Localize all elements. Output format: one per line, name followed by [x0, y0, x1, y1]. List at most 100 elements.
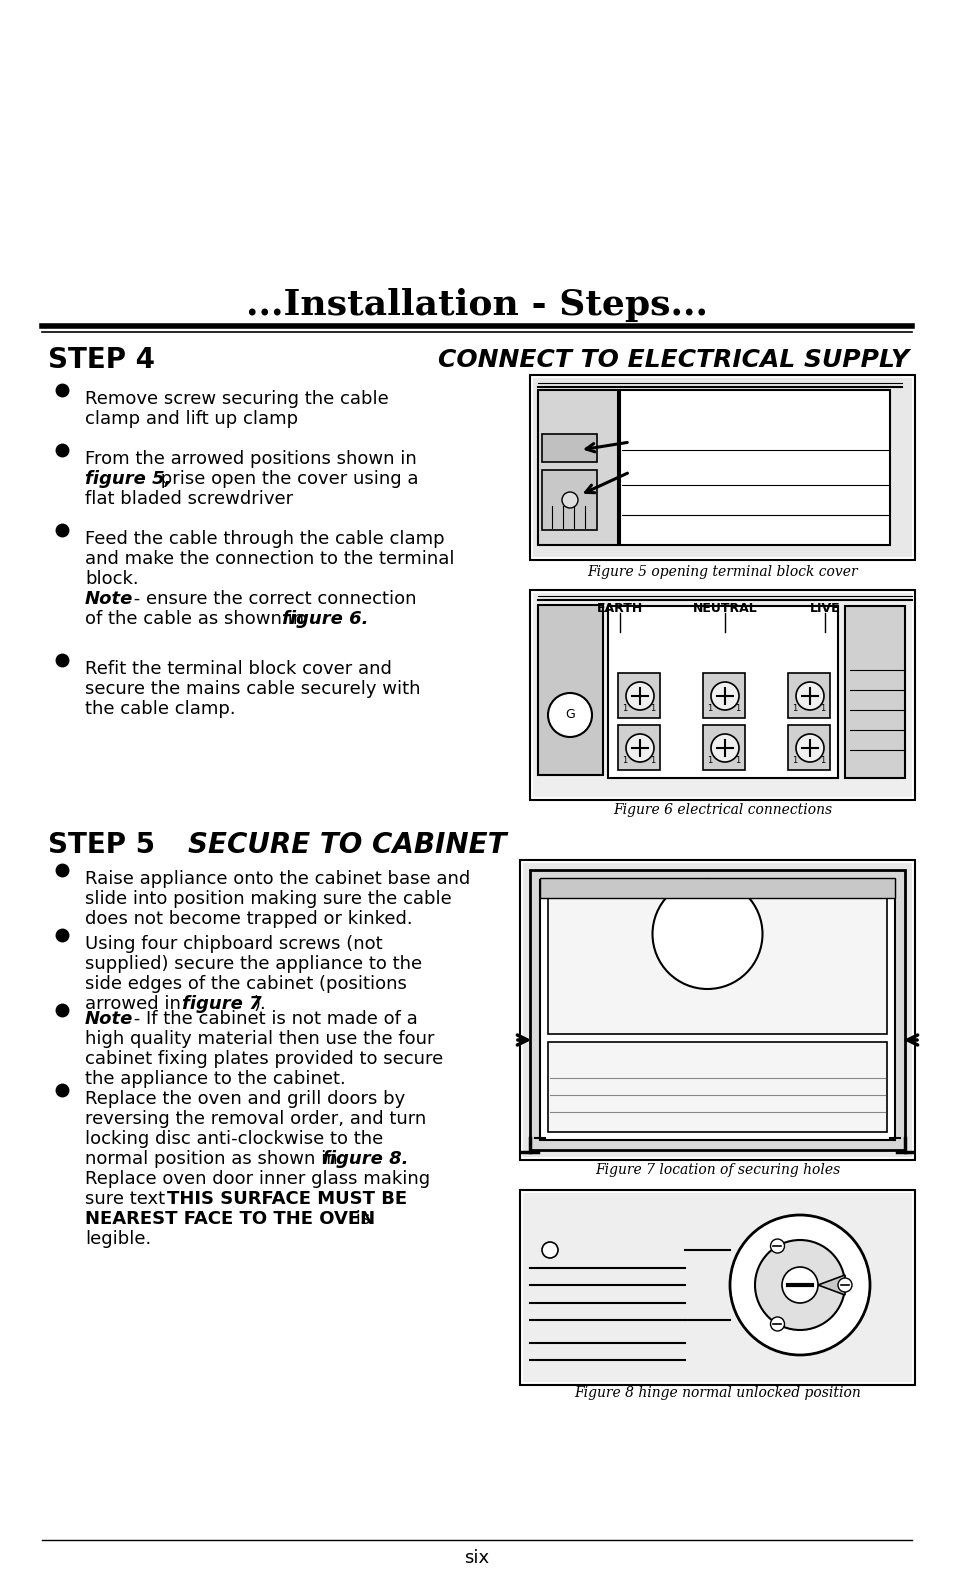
Circle shape: [652, 879, 761, 989]
Text: arrowed in: arrowed in: [85, 995, 187, 1012]
Circle shape: [710, 734, 739, 762]
Text: 1: 1: [706, 704, 712, 714]
Circle shape: [770, 1239, 783, 1253]
Text: secure the mains cable securely with: secure the mains cable securely with: [85, 681, 420, 698]
Text: high quality material then use the four: high quality material then use the four: [85, 1030, 434, 1049]
Text: From the arrowed positions shown in: From the arrowed positions shown in: [85, 450, 416, 468]
Circle shape: [837, 1278, 851, 1292]
Text: legible.: legible.: [85, 1229, 152, 1248]
Text: 1: 1: [820, 756, 824, 766]
Text: side edges of the cabinet (positions: side edges of the cabinet (positions: [85, 975, 406, 994]
Text: ).: ).: [253, 995, 267, 1012]
Text: Refit the terminal block cover and: Refit the terminal block cover and: [85, 660, 392, 678]
Text: six: six: [464, 1548, 489, 1567]
Bar: [607, 605, 837, 778]
Bar: [539, 880, 894, 1140]
Bar: [530, 376, 914, 560]
Text: - ensure the correct connection: - ensure the correct connection: [128, 590, 416, 608]
Text: 1: 1: [706, 756, 712, 766]
Text: Figure 8 hinge normal unlocked position: Figure 8 hinge normal unlocked position: [574, 1387, 860, 1401]
Text: STEP 4: STEP 4: [48, 346, 154, 374]
Bar: [618, 725, 659, 770]
Circle shape: [710, 682, 739, 711]
Bar: [537, 605, 602, 775]
Text: figure 5,: figure 5,: [85, 470, 172, 487]
Bar: [618, 673, 659, 718]
Text: Using four chipboard screws (not: Using four chipboard screws (not: [85, 935, 382, 953]
Bar: [519, 1190, 914, 1385]
Bar: [547, 890, 886, 1034]
Text: 1: 1: [791, 756, 797, 766]
Circle shape: [625, 682, 654, 711]
Text: Raise appliance onto the cabinet base and: Raise appliance onto the cabinet base an…: [85, 869, 470, 888]
Text: prise open the cover using a: prise open the cover using a: [154, 470, 418, 487]
Text: 1: 1: [621, 756, 626, 766]
Text: 1: 1: [649, 756, 655, 766]
Text: - If the cabinet is not made of a: - If the cabinet is not made of a: [128, 1009, 417, 1028]
Circle shape: [729, 1215, 869, 1355]
Text: figure 6.: figure 6.: [282, 610, 368, 627]
Circle shape: [795, 734, 823, 762]
Text: does not become trapped or kinked.: does not become trapped or kinked.: [85, 910, 413, 927]
Bar: [787, 725, 829, 770]
Text: 1: 1: [791, 704, 797, 714]
Text: 1: 1: [734, 704, 740, 714]
Text: 1: 1: [820, 704, 824, 714]
Circle shape: [795, 682, 823, 711]
Bar: [530, 590, 914, 800]
Text: locking disc anti-clockwise to the: locking disc anti-clockwise to the: [85, 1130, 383, 1148]
Bar: [533, 377, 911, 556]
Text: of the cable as shown in: of the cable as shown in: [85, 610, 310, 627]
Text: figure 7: figure 7: [182, 995, 261, 1012]
Text: Feed the cable through the cable clamp: Feed the cable through the cable clamp: [85, 530, 444, 549]
Bar: [541, 470, 597, 530]
Bar: [537, 390, 618, 545]
Bar: [547, 1042, 886, 1132]
Text: STEP 5: STEP 5: [48, 832, 155, 858]
Text: SECURE TO CABINET: SECURE TO CABINET: [188, 832, 506, 858]
Bar: [619, 390, 889, 545]
Text: G: G: [564, 709, 575, 722]
Text: sure text: sure text: [85, 1190, 171, 1207]
Bar: [533, 593, 911, 797]
Text: supplied) secure the appliance to the: supplied) secure the appliance to the: [85, 956, 421, 973]
Bar: [519, 860, 914, 1160]
Text: cabinet fixing plates provided to secure: cabinet fixing plates provided to secure: [85, 1050, 443, 1067]
Text: slide into position making sure the cable: slide into position making sure the cabl…: [85, 890, 452, 909]
Text: block.: block.: [85, 571, 138, 588]
Circle shape: [781, 1267, 817, 1303]
Text: the cable clamp.: the cable clamp.: [85, 700, 235, 718]
Text: 1: 1: [621, 704, 626, 714]
Bar: [522, 863, 911, 1157]
Circle shape: [754, 1240, 844, 1330]
Text: NEUTRAL: NEUTRAL: [692, 602, 757, 615]
Bar: [844, 605, 904, 778]
Text: normal position as shown in: normal position as shown in: [85, 1151, 343, 1168]
Text: ...Installation - Steps...: ...Installation - Steps...: [246, 288, 707, 322]
Text: figure 8.: figure 8.: [322, 1151, 408, 1168]
Text: reversing the removal order, and turn: reversing the removal order, and turn: [85, 1110, 426, 1129]
Text: and make the connection to the terminal: and make the connection to the terminal: [85, 550, 454, 567]
Text: 1: 1: [649, 704, 655, 714]
Text: Figure 7 location of securing holes: Figure 7 location of securing holes: [595, 1163, 840, 1177]
Bar: [530, 869, 904, 1151]
Text: Replace the oven and grill doors by: Replace the oven and grill doors by: [85, 1089, 405, 1108]
Circle shape: [541, 1242, 558, 1258]
Text: THIS SURFACE MUST BE: THIS SURFACE MUST BE: [167, 1190, 407, 1207]
Bar: [787, 673, 829, 718]
Circle shape: [561, 492, 578, 508]
Text: the appliance to the cabinet.: the appliance to the cabinet.: [85, 1071, 345, 1088]
Text: Figure 5 opening terminal block cover: Figure 5 opening terminal block cover: [587, 564, 857, 578]
Text: is: is: [350, 1210, 370, 1228]
Circle shape: [625, 734, 654, 762]
Text: Remove screw securing the cable: Remove screw securing the cable: [85, 390, 388, 409]
Text: EARTH: EARTH: [597, 602, 642, 615]
Text: Note: Note: [85, 1009, 133, 1028]
Text: Figure 6 electrical connections: Figure 6 electrical connections: [612, 803, 831, 817]
Circle shape: [770, 1317, 783, 1331]
Text: NEAREST FACE TO THE OVEN: NEAREST FACE TO THE OVEN: [85, 1210, 375, 1228]
Text: Note: Note: [85, 590, 133, 608]
Bar: [522, 1193, 911, 1382]
Text: flat bladed screwdriver: flat bladed screwdriver: [85, 490, 293, 508]
Text: CONNECT TO ELECTRICAL SUPPLY: CONNECT TO ELECTRICAL SUPPLY: [437, 347, 908, 373]
